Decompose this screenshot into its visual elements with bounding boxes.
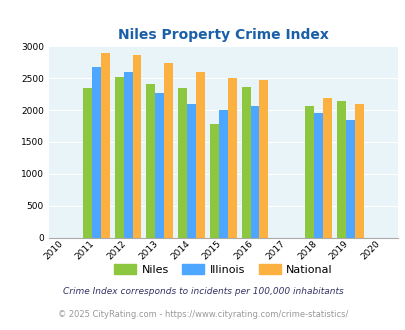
Bar	[259, 80, 268, 238]
Bar	[146, 84, 155, 238]
Bar	[354, 104, 363, 238]
Bar	[100, 52, 109, 238]
Bar	[218, 110, 227, 238]
Bar	[187, 104, 196, 238]
Legend: Niles, Illinois, National: Niles, Illinois, National	[109, 260, 337, 279]
Bar	[313, 113, 322, 238]
Bar	[164, 63, 173, 238]
Bar	[115, 78, 124, 238]
Bar	[322, 98, 331, 238]
Bar	[336, 101, 345, 238]
Bar	[345, 119, 354, 238]
Bar	[305, 106, 313, 238]
Bar	[178, 88, 187, 238]
Bar	[83, 88, 92, 238]
Bar	[132, 55, 141, 238]
Text: © 2025 CityRating.com - https://www.cityrating.com/crime-statistics/: © 2025 CityRating.com - https://www.city…	[58, 310, 347, 319]
Bar	[196, 72, 205, 238]
Bar	[209, 124, 218, 238]
Bar	[155, 93, 164, 238]
Bar	[250, 106, 259, 238]
Bar	[92, 67, 100, 238]
Bar	[124, 72, 132, 238]
Bar	[241, 87, 250, 238]
Title: Niles Property Crime Index: Niles Property Crime Index	[117, 28, 328, 42]
Text: Crime Index corresponds to incidents per 100,000 inhabitants: Crime Index corresponds to incidents per…	[62, 287, 343, 296]
Bar	[227, 78, 236, 238]
